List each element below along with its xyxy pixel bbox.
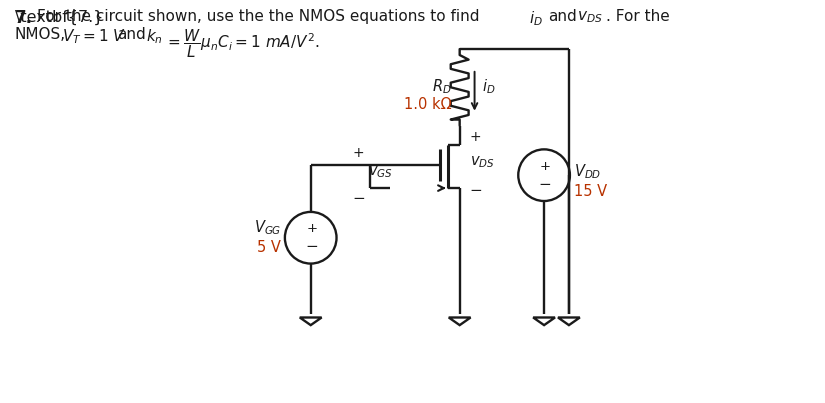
Text: . For the: . For the bbox=[606, 9, 669, 24]
Text: +: + bbox=[352, 146, 364, 160]
Text: $R_D$: $R_D$ bbox=[432, 77, 452, 96]
Text: $V_{GG}$: $V_{GG}$ bbox=[253, 218, 281, 237]
Text: +: + bbox=[540, 160, 550, 173]
Text: 7.: 7. bbox=[15, 9, 33, 27]
Text: NMOS,: NMOS, bbox=[15, 27, 66, 42]
Text: 1.0 kΩ: 1.0 kΩ bbox=[404, 97, 452, 112]
Text: and: and bbox=[117, 27, 146, 42]
Text: 15 V: 15 V bbox=[574, 184, 607, 199]
Text: For the circuit shown, use the the NMOS equations to find: For the circuit shown, use the the NMOS … bbox=[36, 9, 479, 24]
Text: $v_{DS}$: $v_{DS}$ bbox=[577, 9, 602, 25]
Text: and: and bbox=[548, 9, 577, 24]
Text: +: + bbox=[306, 222, 317, 235]
Text: $V_{DD}$: $V_{DD}$ bbox=[574, 162, 601, 181]
Text: −: − bbox=[469, 183, 483, 197]
Text: −: − bbox=[352, 191, 365, 206]
Text: \textbf{7.}: \textbf{7.} bbox=[15, 9, 103, 25]
Text: +: + bbox=[469, 131, 481, 144]
Text: $i_D$: $i_D$ bbox=[529, 9, 543, 28]
Text: $V_T = 1\ V$: $V_T = 1\ V$ bbox=[63, 27, 126, 46]
Text: $v_{DS}$: $v_{DS}$ bbox=[469, 154, 494, 170]
Text: $= \dfrac{W}{L}\mu_n C_i = 1\ mA/V^2.$: $= \dfrac{W}{L}\mu_n C_i = 1\ mA/V^2.$ bbox=[165, 27, 319, 60]
Text: −: − bbox=[539, 177, 551, 191]
Text: $k_n$: $k_n$ bbox=[146, 27, 163, 46]
Text: $i_D$: $i_D$ bbox=[482, 77, 495, 96]
Text: 5 V: 5 V bbox=[257, 240, 281, 255]
Text: $v_{GS}$: $v_{GS}$ bbox=[368, 164, 393, 180]
Text: −: − bbox=[305, 239, 318, 254]
